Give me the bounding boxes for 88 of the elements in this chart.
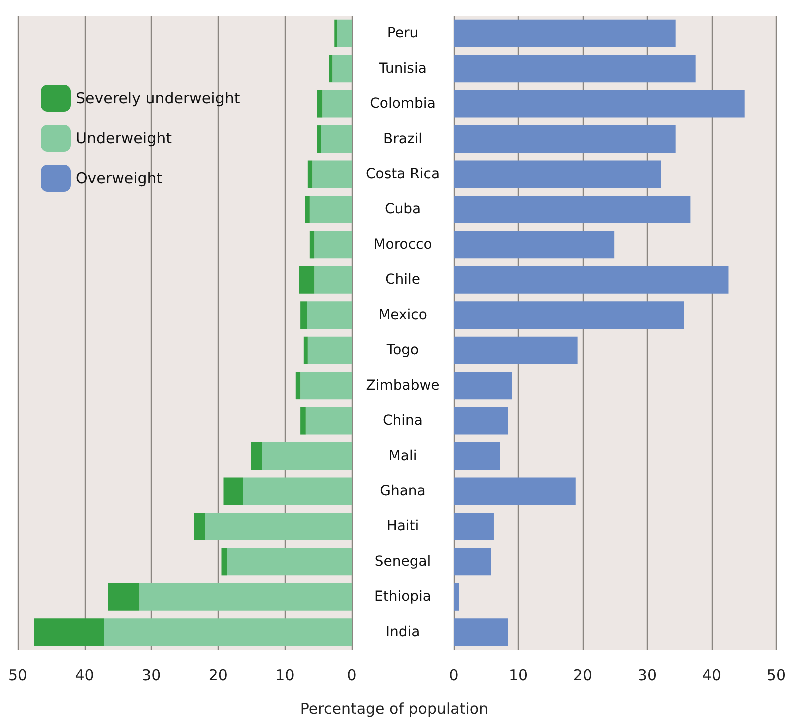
- bar: [140, 583, 352, 611]
- y-tick-label: Mexico: [378, 307, 428, 324]
- x-tick-label: 0: [347, 666, 357, 684]
- bar: [454, 372, 512, 400]
- bar: [454, 55, 696, 83]
- bar: [454, 583, 460, 611]
- bar: [307, 302, 352, 330]
- bar: [104, 618, 352, 646]
- bar: [310, 196, 352, 224]
- legend-label: Severely underweight: [76, 90, 240, 108]
- y-tick-label: Ghana: [380, 484, 426, 500]
- bar: [194, 512, 206, 540]
- bar: [454, 478, 576, 506]
- x-tick-label: 10: [276, 666, 295, 684]
- bar: [454, 302, 684, 330]
- x-tick-label: 40: [702, 666, 722, 684]
- y-tick-label: Costa Rica: [366, 166, 440, 182]
- bar: [454, 231, 615, 259]
- x-tick-label: 0: [449, 666, 459, 684]
- y-tick-label: Mali: [388, 448, 418, 464]
- x-tick-label: 50: [766, 666, 786, 684]
- bar: [205, 512, 352, 540]
- y-tick-label: Zimbabwe: [366, 378, 440, 394]
- bar: [454, 512, 494, 540]
- bar: [251, 442, 262, 470]
- legend-label: Underweight: [76, 130, 172, 148]
- y-tick-label: Cuba: [384, 202, 422, 218]
- bar: [317, 90, 323, 118]
- bar: [314, 266, 352, 294]
- y-tick-label: Ethiopia: [374, 589, 432, 606]
- x-tick-label: 20: [208, 666, 228, 684]
- bar: [308, 336, 352, 364]
- bar: [454, 442, 500, 470]
- bar: [454, 126, 676, 154]
- y-tick-label: Senegal: [374, 554, 432, 570]
- bar: [317, 126, 322, 154]
- bar: [332, 55, 352, 83]
- y-tick-label: Haiti: [386, 518, 420, 535]
- bar: [300, 302, 308, 330]
- bar: [454, 548, 492, 576]
- x-tick-label: 10: [508, 666, 528, 684]
- bar: [454, 266, 729, 294]
- bar: [454, 196, 691, 224]
- x-axis-title: Percentage of population: [299, 700, 490, 718]
- bar: [224, 478, 244, 506]
- bar: [329, 55, 333, 83]
- bar: [305, 196, 310, 224]
- bar: [296, 372, 301, 400]
- bar: [337, 20, 352, 48]
- bar: [262, 442, 352, 470]
- y-tick-label: Chile: [385, 272, 421, 288]
- y-tick-label: Togo: [386, 342, 420, 359]
- bar: [312, 160, 352, 188]
- y-tick-label: Tunisia: [378, 60, 427, 77]
- legend-label: Overweight: [76, 170, 163, 188]
- bar: [300, 407, 306, 435]
- y-tick-label: Colombia: [370, 96, 436, 112]
- bar: [304, 336, 308, 364]
- bar: [454, 618, 508, 646]
- bar: [314, 231, 352, 259]
- bar: [34, 618, 104, 646]
- bar: [334, 20, 338, 48]
- bar: [321, 126, 352, 154]
- bar: [227, 548, 352, 576]
- y-tick-label: Brazil: [383, 131, 423, 148]
- y-tick-label: Morocco: [374, 236, 432, 253]
- bar: [454, 407, 508, 435]
- bar: [243, 478, 352, 506]
- bar: [322, 90, 352, 118]
- x-tick-label: 50: [8, 666, 28, 684]
- y-tick-label: Peru: [387, 26, 419, 42]
- bar: [299, 266, 315, 294]
- y-tick-label: India: [386, 624, 420, 640]
- x-tick-label: 30: [142, 666, 162, 684]
- bar: [108, 583, 140, 611]
- y-tick-label: China: [383, 413, 423, 430]
- bar: [308, 160, 313, 188]
- bar: [454, 20, 676, 48]
- bar: [300, 372, 352, 400]
- bar: [306, 407, 352, 435]
- bar: [454, 336, 578, 364]
- x-tick-label: 20: [573, 666, 593, 684]
- bar: [454, 90, 745, 118]
- bar: [310, 231, 315, 259]
- bar: [222, 548, 228, 576]
- bar: [454, 160, 662, 188]
- x-tick-label: 40: [75, 666, 94, 684]
- x-tick-label: 30: [638, 666, 658, 684]
